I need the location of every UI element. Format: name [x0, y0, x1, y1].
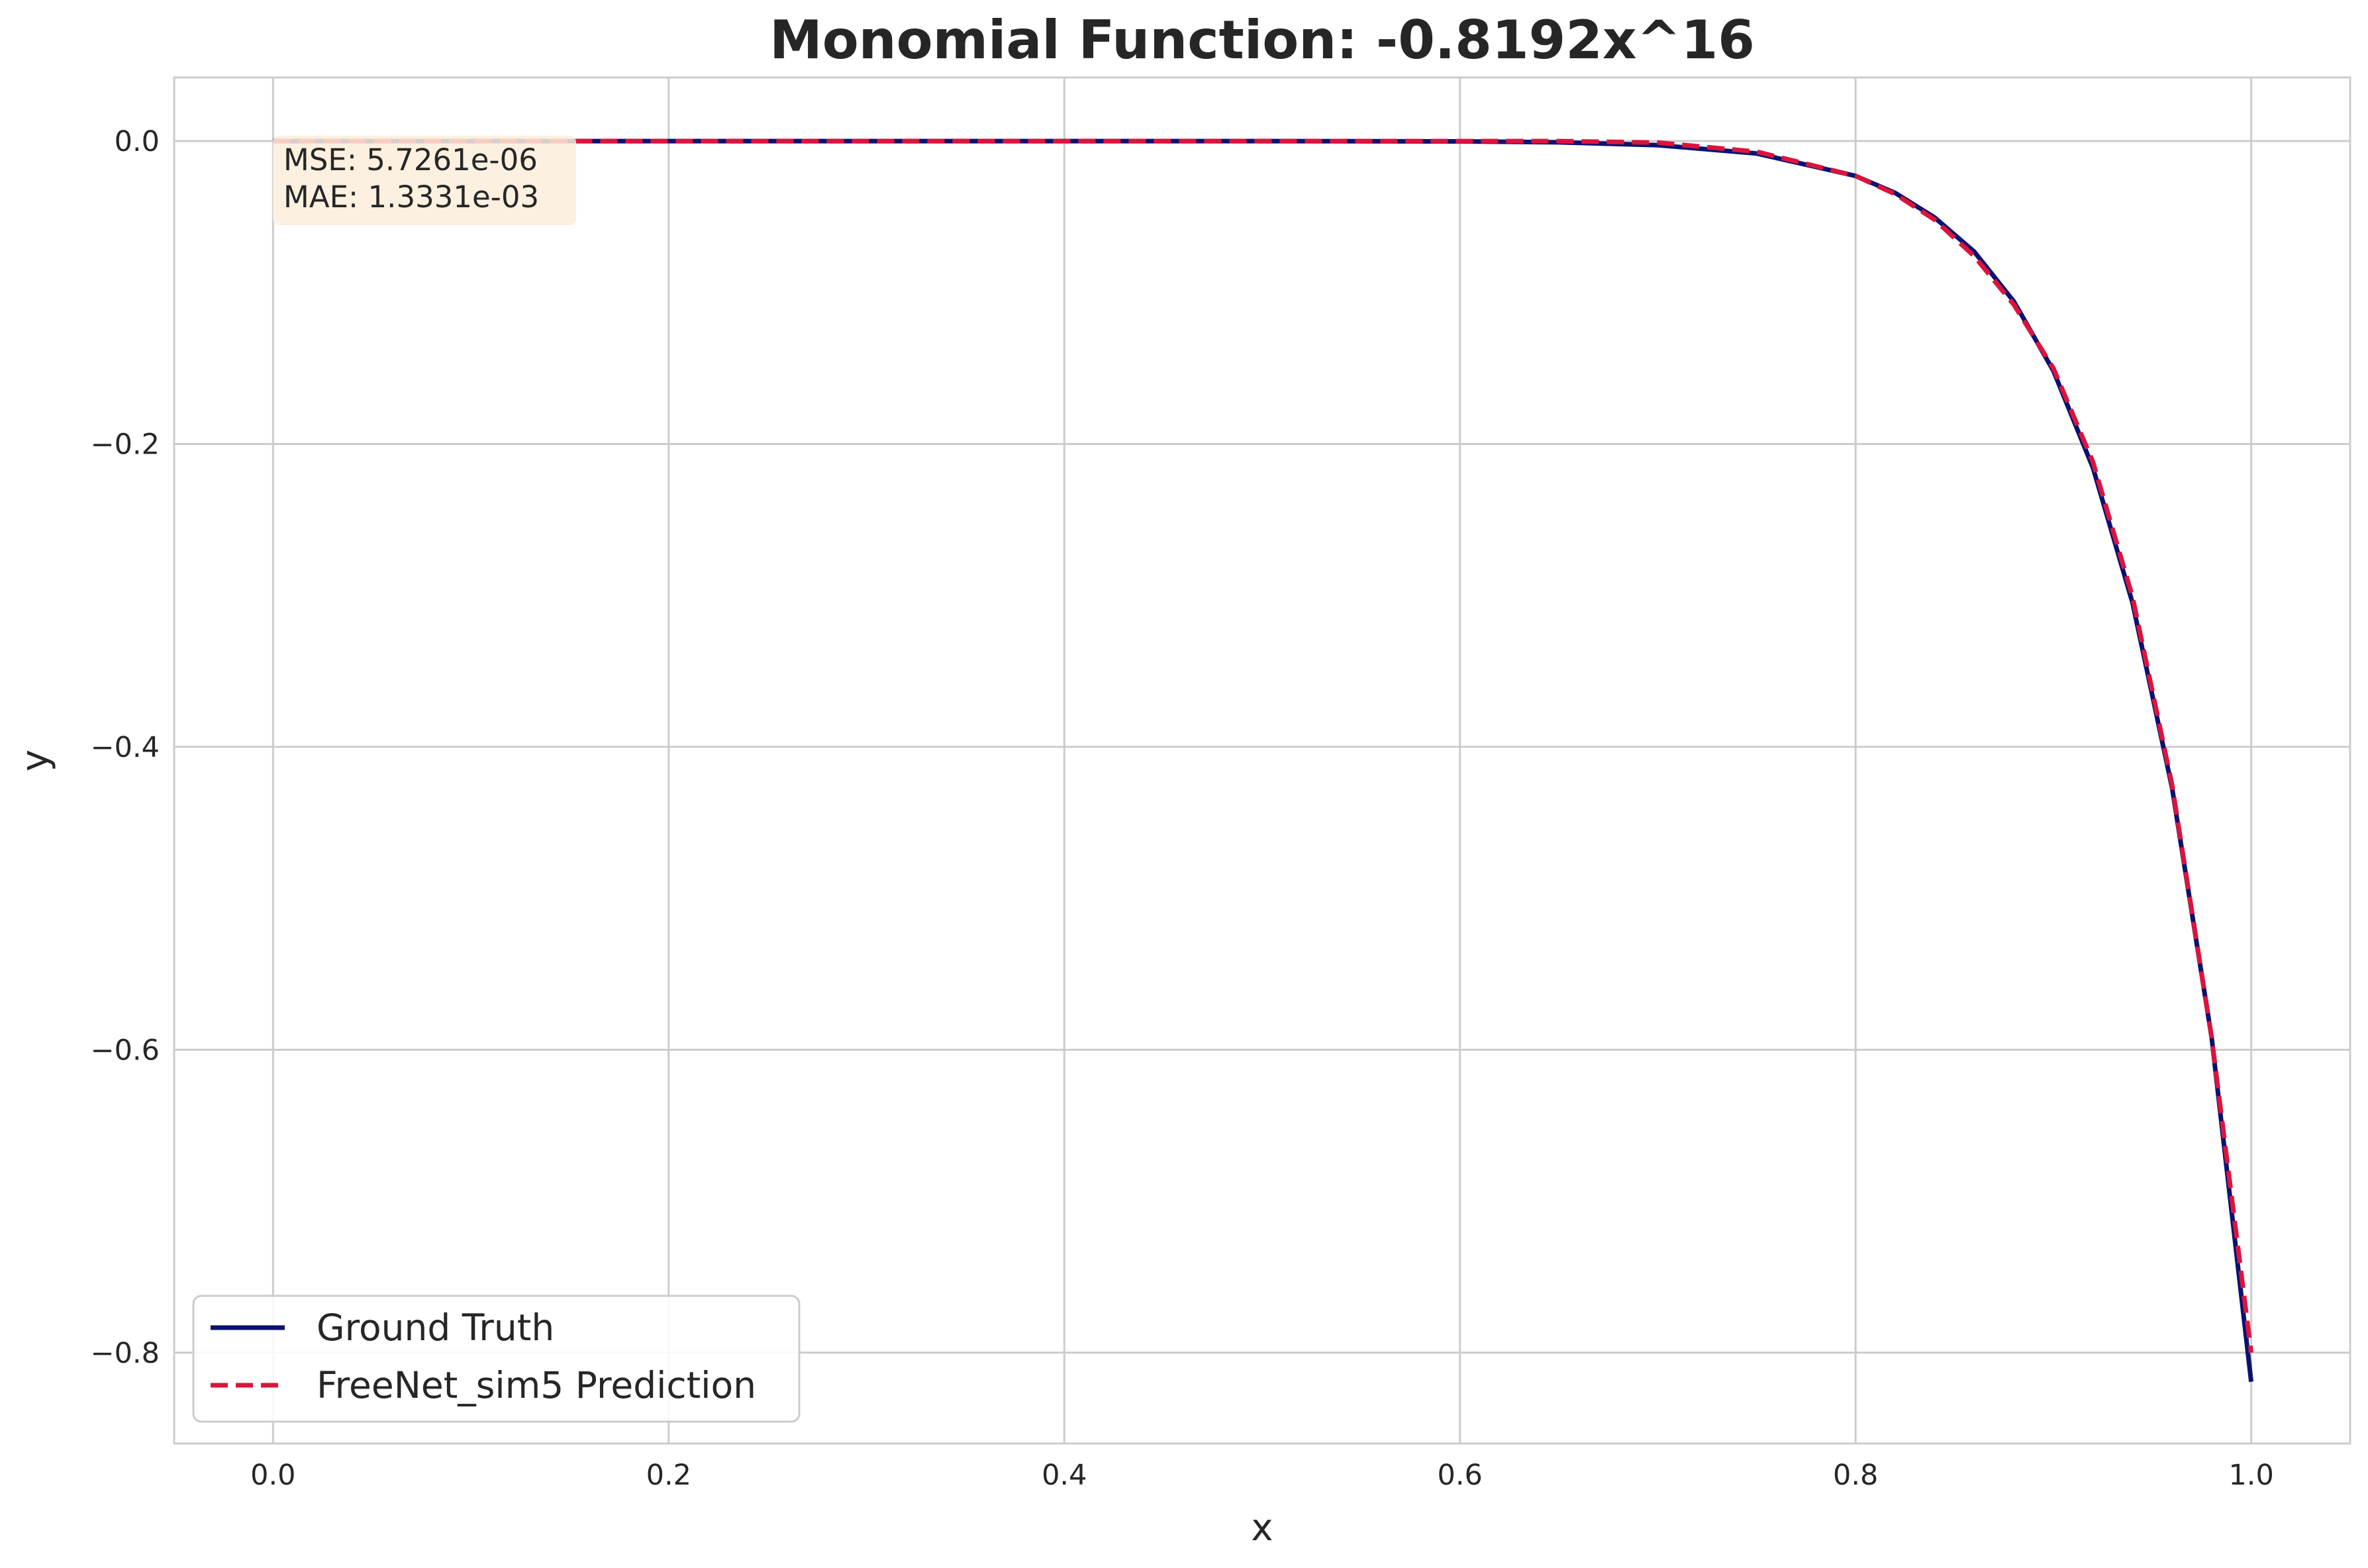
x-tick-label: 0.4 — [1042, 1459, 1087, 1492]
legend-label-ground-truth: Ground Truth — [317, 1306, 554, 1349]
plot-area — [173, 76, 2351, 1445]
chart-title: Monomial Function: -0.8192x^16 — [769, 9, 1755, 71]
y-tick-label: 0.0 — [115, 125, 160, 158]
y-tick-label: −0.6 — [91, 1034, 160, 1067]
mae-text: MAE: 1.3331e-03 — [283, 179, 539, 215]
metrics-background — [273, 136, 576, 225]
y-tick-label: −0.2 — [91, 428, 160, 461]
grid-lines — [174, 77, 2350, 1444]
x-tick-label: 1.0 — [2228, 1459, 2273, 1492]
metrics-box: MSE: 5.7261e-06 MAE: 1.3331e-03 — [273, 136, 576, 225]
y-tick-label: −0.8 — [91, 1337, 160, 1370]
x-tick-label: 0.2 — [646, 1459, 691, 1492]
legend-frame — [192, 1295, 801, 1423]
x-tick-label: 0.6 — [1438, 1459, 1483, 1492]
legend-label-prediction: FreeNet_sim5 Prediction — [317, 1364, 756, 1406]
prediction-line — [273, 138, 2254, 1353]
y-axis-label: y — [14, 750, 57, 771]
legend: Ground Truth FreeNet_sim5 Prediction — [192, 1295, 801, 1423]
series-lines — [273, 138, 2254, 1383]
tick-labels: 0.0 0.2 0.4 0.6 0.8 1.0 0.0 −0.2 −0.4 −0.6 −0.8 — [91, 125, 2274, 1492]
x-tick-label: 0.8 — [1833, 1459, 1878, 1492]
x-tick-label: 0.0 — [250, 1459, 295, 1492]
mse-text: MSE: 5.7261e-06 — [283, 142, 538, 177]
y-tick-label: −0.4 — [91, 731, 160, 764]
x-axis-label: x — [1251, 1506, 1273, 1549]
